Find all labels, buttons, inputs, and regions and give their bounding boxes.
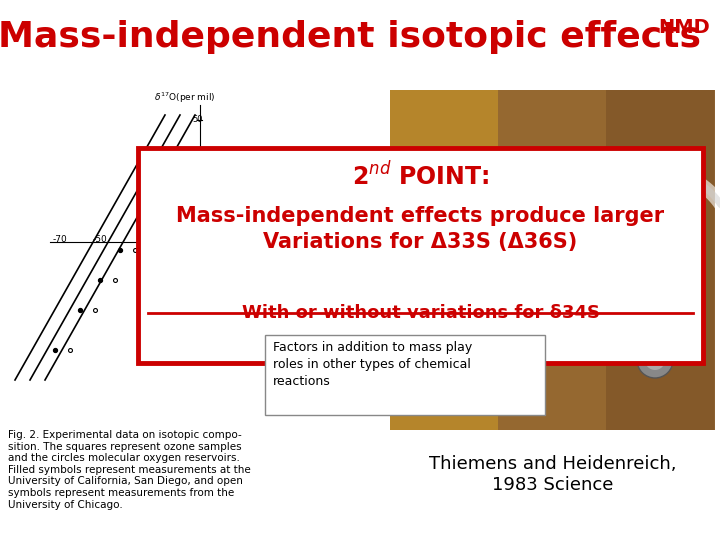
Text: -3: -3 [140,235,150,245]
Text: Fig. 2. Experimental data on isotopic compo-
sition. The squares represent ozone: Fig. 2. Experimental data on isotopic co… [8,430,251,510]
Point [169,181,181,190]
Bar [606,90,714,430]
Text: Mass-independent isotopic effects: Mass-independent isotopic effects [0,20,701,54]
Text: Factors in addition to mass play
roles in other types of chemical
reactions: Factors in addition to mass play roles i… [273,341,472,388]
Text: With or without variations for δ34S: With or without variations for δ34S [241,304,600,322]
Text: -70: -70 [53,235,68,245]
Text: -50: -50 [200,306,215,314]
Bar [390,90,498,430]
Point [109,276,121,285]
Text: NMD: NMD [658,18,710,37]
Bar [138,148,703,363]
Point [64,346,76,354]
Text: Thiemens and Heidenreich,
1983 Science: Thiemens and Heidenreich, 1983 Science [429,455,677,494]
Point [94,276,106,285]
Point [74,306,86,314]
Text: -50: -50 [93,235,107,245]
Bar [5,90,370,420]
Text: Mass-independent effects produce larger
Variations for Δ33S (Δ36S): Mass-independent effects produce larger … [176,206,665,252]
Circle shape [645,350,665,370]
Point [149,215,161,224]
Bar [265,335,545,415]
Point [89,306,101,314]
Text: $\delta^{17}$O(per mil): $\delta^{17}$O(per mil) [154,91,216,105]
Bar [390,90,715,430]
Text: 50: 50 [192,116,202,125]
Point [154,181,166,190]
Point [134,215,145,224]
Text: -70: -70 [200,341,215,349]
Point [114,246,126,254]
Point [130,246,141,254]
Circle shape [637,342,673,378]
Point [49,346,60,354]
Bar [498,90,606,430]
Text: 2$^{nd}$ POINT:: 2$^{nd}$ POINT: [352,162,489,191]
